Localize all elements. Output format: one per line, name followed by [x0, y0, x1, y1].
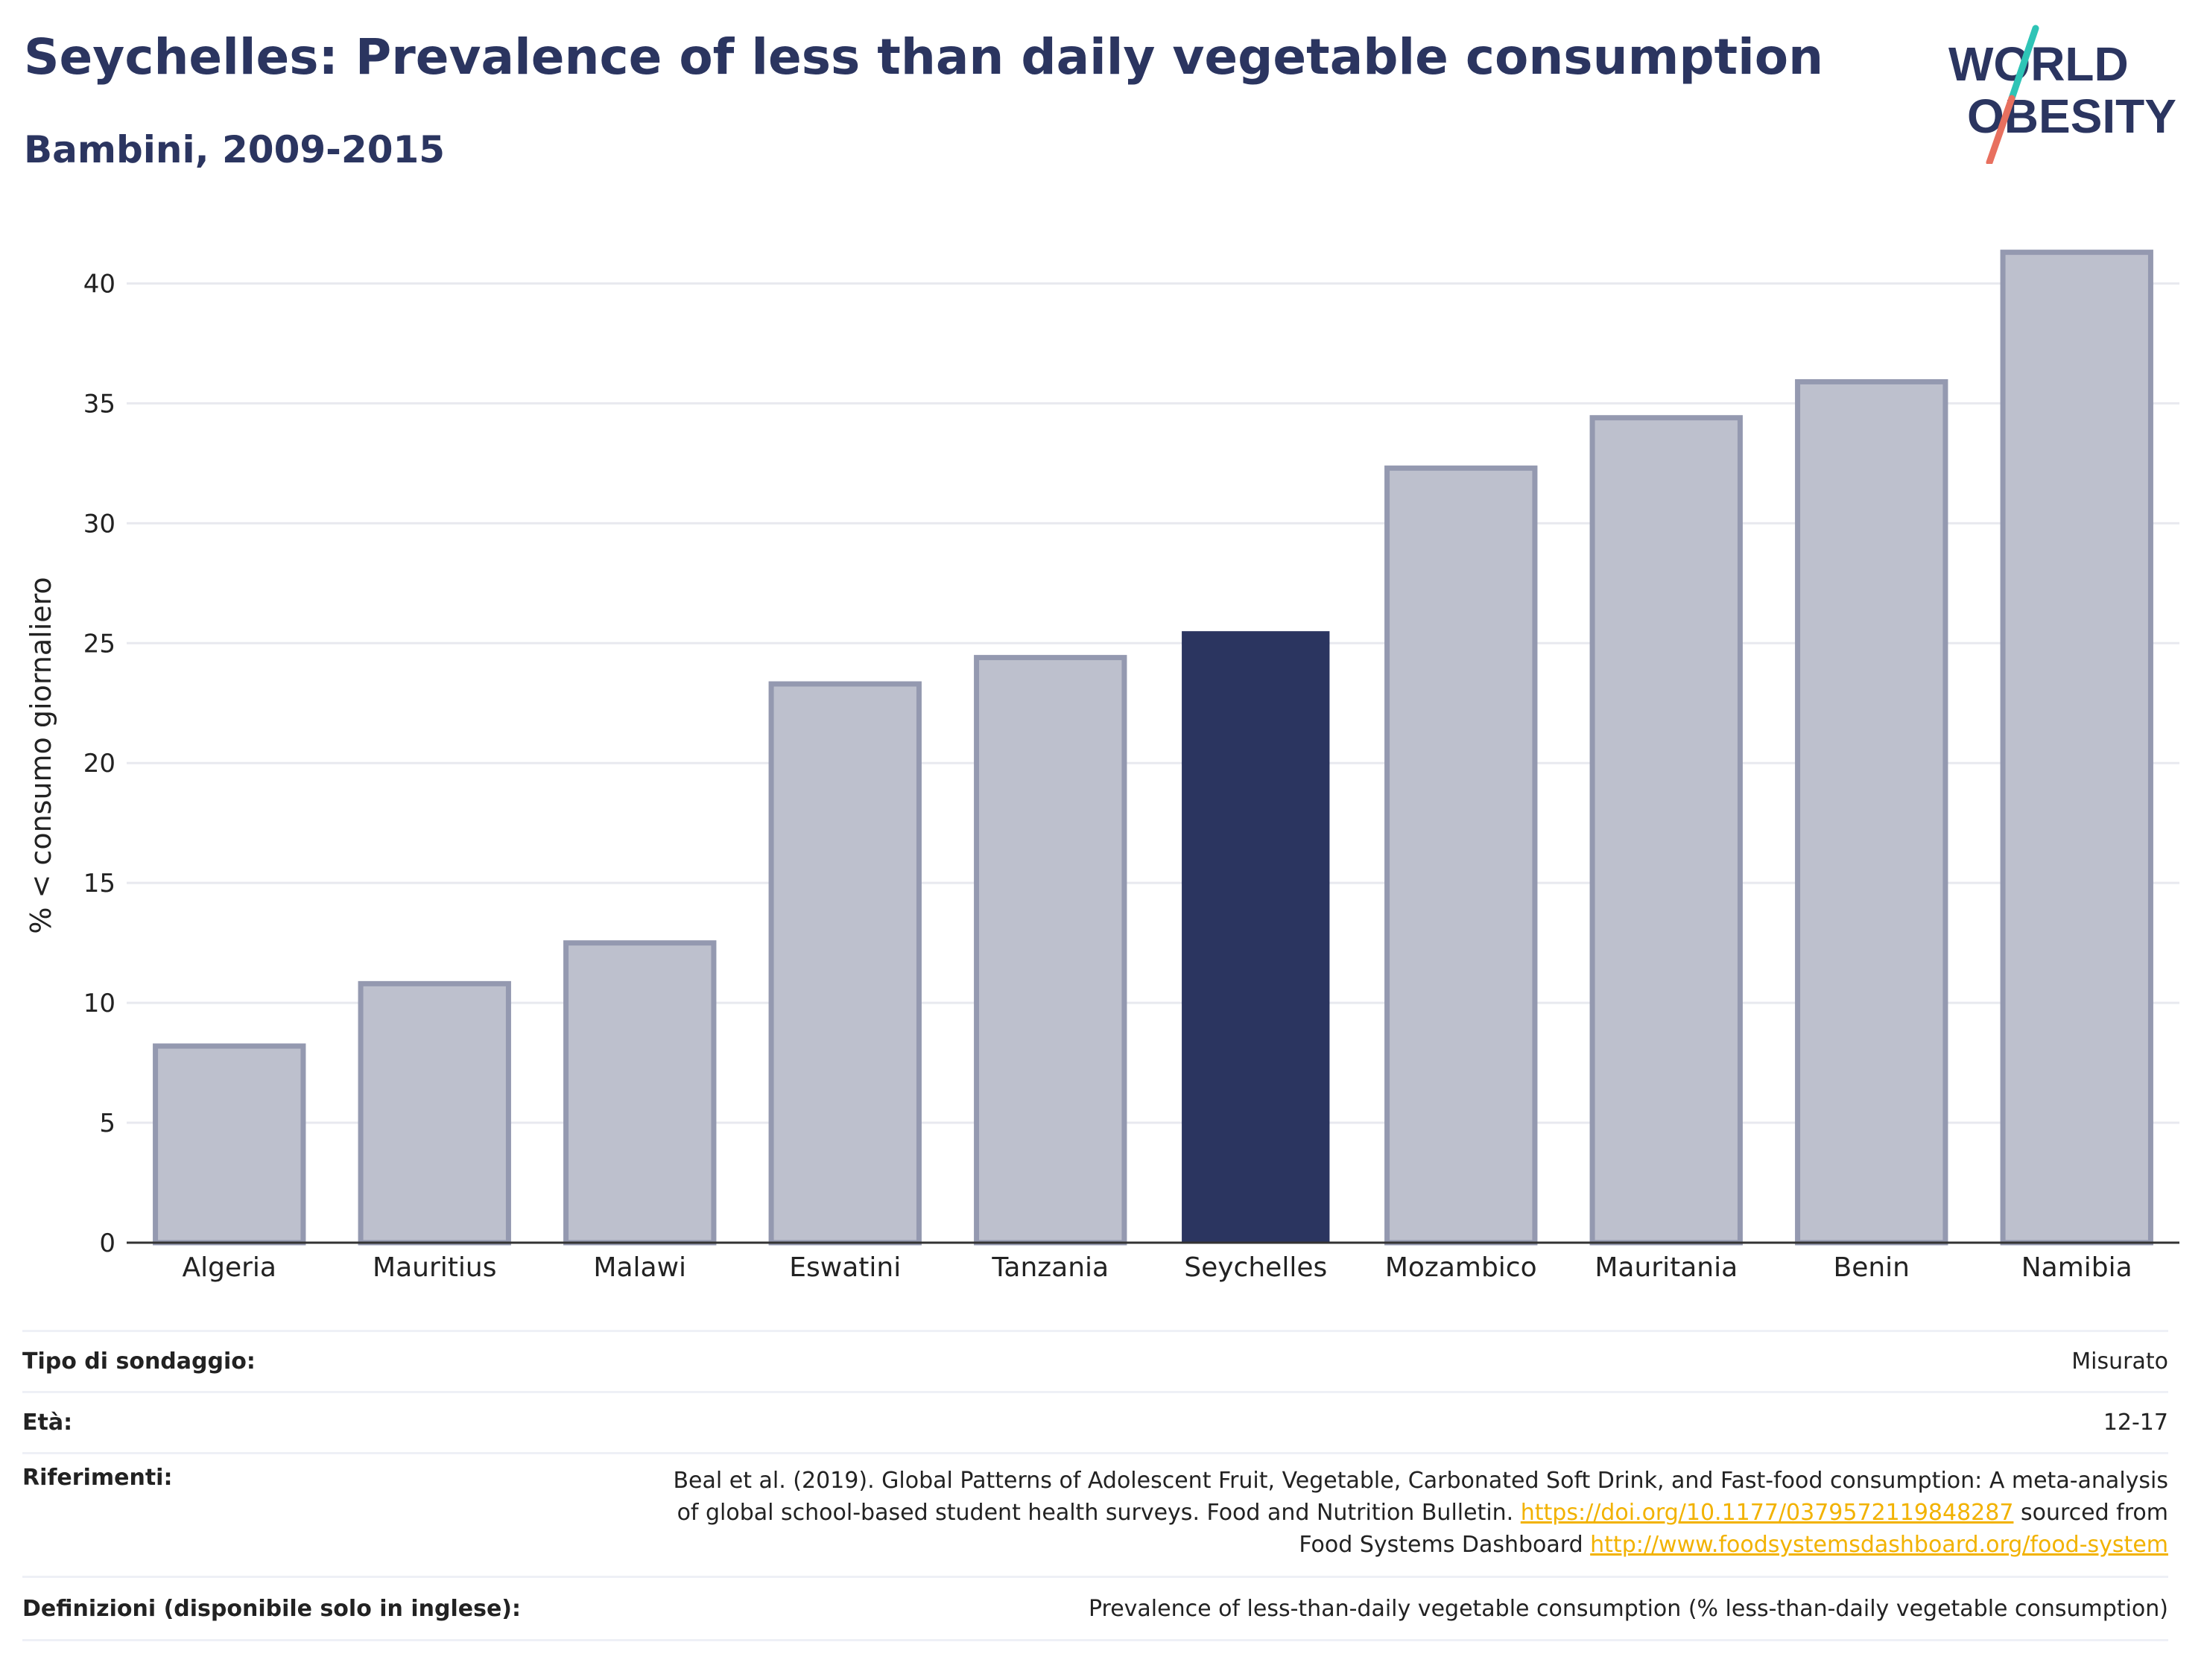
meta-value: Misurato [2071, 1348, 2168, 1375]
y-tick-label: 15 [83, 869, 115, 898]
meta-row-definitions: Definizioni (disponibile solo in inglese… [22, 1576, 2168, 1641]
meta-row-survey-type: Tipo di sondaggio: Misurato [22, 1330, 2168, 1391]
y-tick-label: 20 [83, 749, 115, 779]
y-tick-label: 25 [83, 629, 115, 659]
bar-algeria [153, 1043, 306, 1246]
meta-label: Età: [22, 1410, 73, 1436]
meta-row-references: Riferimenti: Beal et al. (2019). Global … [22, 1452, 2168, 1576]
meta-label: Definizioni (disponibile solo in inglese… [22, 1595, 521, 1622]
bar-tanzania [974, 655, 1127, 1246]
meta-label: Riferimenti: [22, 1465, 173, 1491]
doi-link[interactable]: https://doi.org/10.1177/0379572119848287 [1520, 1500, 2014, 1526]
bar-mauritius [358, 980, 511, 1246]
x-tick-label: Mauritius [373, 1252, 496, 1283]
logo-slash-teal [2008, 25, 2039, 102]
y-tick-label: 5 [99, 1109, 115, 1138]
bar-namibia [2000, 250, 2153, 1246]
meta-value: Beal et al. (2019). Global Patterns of A… [673, 1465, 2168, 1561]
bar-mozambico [1384, 465, 1538, 1246]
x-tick-label: Eswatini [789, 1252, 901, 1283]
meta-value: 12-17 [2103, 1410, 2168, 1436]
x-tick-label: Tanzania [991, 1252, 1109, 1283]
y-axis: 0 5 10 15 20 25 30 35 40 [83, 269, 115, 1258]
bar-benin [1795, 378, 1948, 1246]
y-tick-label: 30 [83, 509, 115, 539]
metadata-table: Tipo di sondaggio: Misurato Età: 12-17 R… [22, 1330, 2168, 1641]
world-obesity-logo: WORLD OBESITY [1948, 25, 2176, 164]
bar-seychelles [1182, 631, 1330, 1243]
reference-text: sourced from [2013, 1500, 2168, 1526]
reference-text: of global school-based student health su… [677, 1500, 1521, 1526]
bars [153, 250, 2153, 1246]
x-tick-label: Benin [1834, 1252, 1910, 1283]
x-tick-label: Mozambico [1385, 1252, 1537, 1283]
logo-slash-coral [1986, 95, 2015, 164]
x-tick-label: Seychelles [1184, 1252, 1327, 1283]
reference-text: Food Systems Dashboard [1299, 1532, 1591, 1558]
meta-row-age: Età: 12-17 [22, 1391, 2168, 1452]
y-tick-label: 35 [83, 389, 115, 419]
x-tick-label: Mauritania [1595, 1252, 1738, 1283]
y-tick-label: 40 [83, 269, 115, 299]
x-axis: Algeria Mauritius Malawi Eswatini Tanzania Se… [127, 1241, 2179, 1283]
logo-word-world: WORLD [1948, 37, 2129, 91]
meta-value: Prevalence of less-than-daily vegetable … [1088, 1595, 2168, 1622]
bar-mauritania [1589, 415, 1743, 1246]
y-tick-label: 0 [99, 1229, 115, 1258]
reference-text: Beal et al. (2019). Global Patterns of A… [673, 1468, 2168, 1494]
bar-eswatini [768, 681, 922, 1246]
y-tick-label: 10 [83, 989, 115, 1018]
chart-subtitle: Bambini, 2009-2015 [24, 128, 446, 171]
dashboard-link[interactable]: http://www.foodsystemsdashboard.org/food… [1590, 1532, 2168, 1558]
meta-label: Tipo di sondaggio: [22, 1348, 256, 1375]
bar-chart: Algeria Mauritius Malawi Eswatini Tanzania Se… [25, 250, 2179, 1283]
x-tick-label: Namibia [2021, 1252, 2132, 1283]
bar-malawi [563, 940, 717, 1246]
x-tick-label: Algeria [183, 1252, 277, 1283]
chart-title: Seychelles: Prevalence of less than dail… [24, 28, 1824, 86]
y-axis-label: % < consumo giornaliero [25, 577, 57, 933]
x-tick-label: Malawi [593, 1252, 686, 1283]
